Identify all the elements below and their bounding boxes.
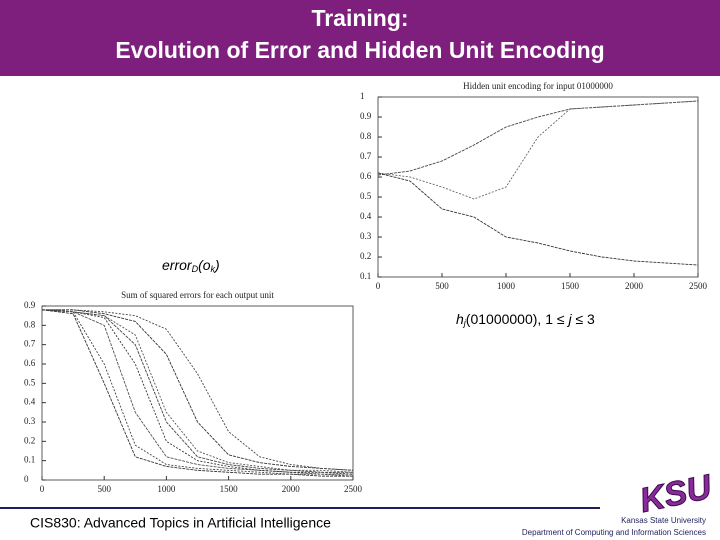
series-line [377, 172, 699, 266]
y-tick-label: 0.2 [360, 251, 371, 261]
label-sub: D [192, 264, 199, 274]
title: Training: [311, 5, 408, 31]
y-tick-label: 0.8 [360, 131, 372, 141]
y-tick-label: 0.9 [24, 300, 36, 310]
label-part: j [566, 311, 572, 327]
y-tick-label: 0.2 [24, 435, 35, 445]
y-tick-label: 1 [360, 91, 365, 101]
title-bar [0, 0, 720, 76]
x-tick-label: 1500 [220, 484, 239, 494]
university: Kansas State University [621, 516, 706, 525]
logo: KSU [637, 468, 717, 520]
x-tick-label: 2000 [625, 281, 644, 291]
chart-title: Hidden unit encoding for input 01000000 [463, 81, 613, 91]
y-tick-label: 0.3 [24, 416, 36, 426]
course: CIS830: Advanced Topics in Artificial In… [30, 515, 331, 531]
label-sub: j [463, 318, 467, 328]
h-label: hj(01000000), 1 ≤ j ≤ 3 [456, 311, 595, 329]
y-tick-label: 0.7 [360, 151, 372, 161]
series-line [41, 309, 353, 477]
plot-frame [41, 305, 354, 481]
chart: Hidden unit encoding for input 01000000 0… [360, 81, 708, 291]
x-tick-label: 1000 [497, 281, 516, 291]
x-tick-label: 0 [40, 484, 45, 494]
x-tick-label: 1000 [157, 484, 176, 494]
series-line [42, 309, 354, 471]
y-tick-label: 0.5 [360, 191, 372, 201]
label-part: ≤ 3 [572, 311, 595, 327]
chart-title: Sum of squared errors for each output un… [121, 290, 274, 300]
y-tick-label: 0.4 [24, 397, 36, 407]
label-sub: k [211, 264, 216, 274]
error-label: errorD(ok) [162, 257, 220, 275]
label-part: ) [213, 257, 220, 273]
y-tick-label: 0.5 [24, 377, 36, 387]
y-tick-label: 0 [24, 474, 29, 484]
y-tick-label: 0.1 [360, 271, 371, 281]
series-line [41, 309, 354, 473]
x-tick-label: 500 [435, 281, 449, 291]
x-tick-label: 1500 [561, 281, 580, 291]
y-tick-label: 0.6 [360, 171, 372, 181]
series-line [41, 309, 353, 473]
series-line [41, 309, 354, 475]
title: Evolution of Error and Hidden Unit Encod… [115, 37, 604, 63]
y-tick-label: 0.4 [360, 211, 372, 221]
series-line [377, 100, 699, 200]
y-tick-label: 0.1 [24, 455, 35, 465]
x-tick-label: 2500 [344, 484, 363, 494]
chart: Sum of squared errors for each output un… [24, 290, 363, 494]
series-line [41, 309, 354, 477]
label-part: (01000000), 1 ≤ [466, 311, 569, 327]
y-tick-label: 0.7 [24, 339, 36, 349]
y-tick-label: 0.9 [360, 111, 372, 121]
y-tick-label: 0.8 [24, 319, 36, 329]
series-line [41, 309, 353, 475]
label-part: (o [198, 257, 211, 273]
series-line [377, 100, 699, 176]
x-tick-label: 2500 [689, 281, 708, 291]
plot-frame [377, 96, 699, 278]
x-tick-label: 2000 [282, 484, 301, 494]
x-tick-label: 0 [376, 281, 381, 291]
series-line [42, 309, 354, 471]
x-tick-label: 500 [97, 484, 111, 494]
department: Department of Computing and Information … [522, 528, 706, 537]
y-tick-label: 0.3 [360, 231, 372, 241]
label-part: error [162, 257, 193, 273]
label-part: h [456, 311, 464, 327]
y-tick-label: 0.6 [24, 358, 36, 368]
